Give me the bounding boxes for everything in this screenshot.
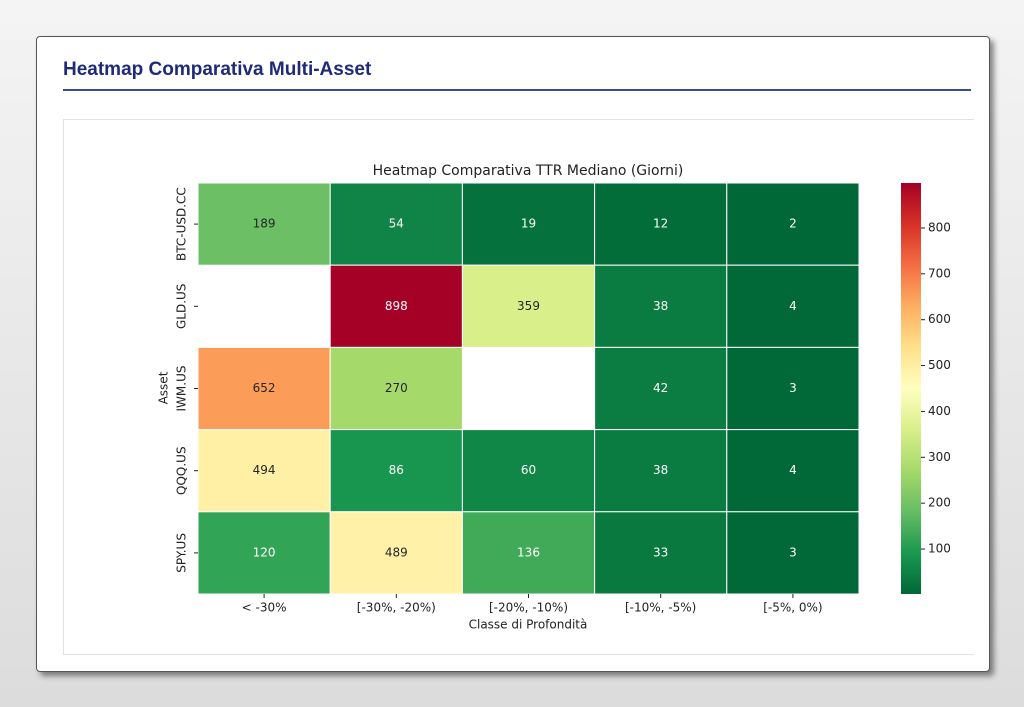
heatmap-cell [329,264,463,348]
cell-label: 33 [653,545,668,559]
heatmap-cell [329,429,463,513]
heatmap-cell [594,511,728,595]
y-axis-label: Asset [157,371,171,404]
cell-label: 3 [789,381,797,395]
cell-label: 136 [517,545,540,559]
colorbar-tick-label: 400 [928,404,951,418]
heatmap-cell [594,429,728,513]
x-tick-label: [-5%, 0%) [763,601,822,615]
colorbar-tick-label: 100 [928,542,951,556]
cell-label: 42 [653,381,668,395]
heatmap-cell [197,429,331,513]
heatmap-cell [726,264,860,348]
heatmap-cell [461,429,596,513]
cell-label: 86 [389,463,404,477]
x-tick-label: < -30% [242,601,287,615]
cell-label: 2 [789,217,797,231]
cell-label: 489 [385,545,408,559]
heatmap-cell [726,346,860,431]
cell-label: 4 [789,299,797,313]
y-tick-label: GLD.US [175,284,189,329]
y-tick-label: SPY.US [175,533,189,573]
cell-label: 3 [789,545,797,559]
y-tick-label: QQQ.US [175,446,189,495]
heatmap-cell [726,511,860,595]
cell-label: 38 [653,463,668,477]
colorbar-tick-label: 200 [928,496,951,510]
colorbar-tick-label: 800 [928,220,951,234]
heatmap-cell [461,511,596,595]
heatmap-cell [461,182,596,266]
chart-panel [63,119,974,655]
colorbar-tick-label: 500 [928,358,951,372]
heatmap-cell [329,182,463,266]
cell-label: 494 [253,463,276,477]
cell-label: 12 [653,217,668,231]
heatmap-cell [329,511,463,595]
colorbar [901,183,921,594]
heatmap-cell [461,264,596,348]
heatmap-cell [197,511,331,595]
heatmap-cell [726,429,860,513]
cell-label: 652 [253,381,276,395]
card-title: Heatmap Comparativa Multi-Asset [63,59,971,91]
cell-label: 19 [521,217,536,231]
y-tick-label: BTC-USD.CC [175,187,189,261]
cell-label: 359 [517,299,540,313]
cell-label: 38 [653,299,668,313]
colorbar-tick-label: 700 [928,266,951,280]
cell-label: 54 [389,217,404,231]
x-tick-label: [-30%, -20%) [357,601,436,615]
y-tick-label: IWM.US [175,366,189,412]
cell-label: 60 [521,463,536,477]
cell-label: 4 [789,463,797,477]
cell-label: 120 [253,545,276,559]
colorbar-tick-label: 600 [928,312,951,326]
colorbar-tick-label: 300 [928,450,951,464]
cell-label: 898 [385,299,408,313]
x-axis-label: Classe di Profondità [469,618,588,632]
cell-label: 270 [385,381,408,395]
cell-label: 189 [253,217,276,231]
heatmap-cell [594,346,728,431]
x-tick-label: [-20%, -10%) [489,601,568,615]
x-tick-label: [-10%, -5%) [625,601,696,615]
chart-title: Heatmap Comparativa TTR Mediano (Giorni) [373,163,684,179]
heatmap-cell [197,182,331,266]
heatmap-cell [594,264,728,348]
heatmap-cell [329,346,463,431]
